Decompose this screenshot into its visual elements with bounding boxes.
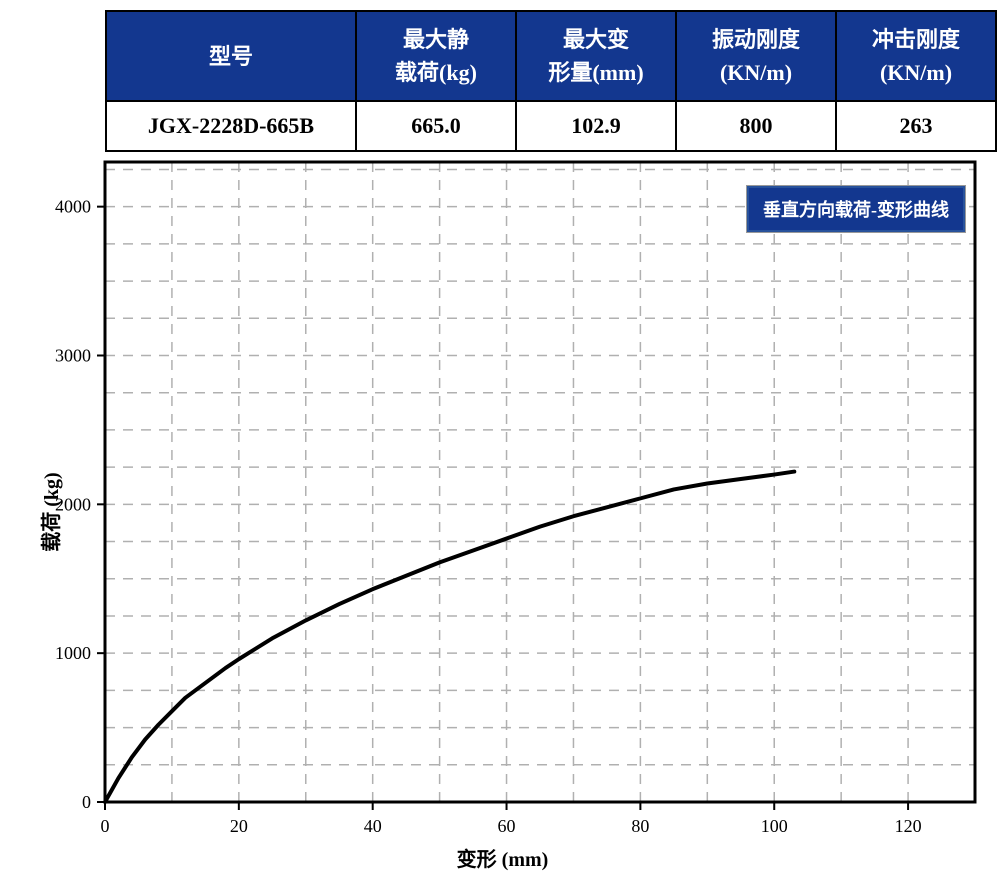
cell-impk: 263 (836, 101, 996, 151)
cell-vibk: 800 (676, 101, 836, 151)
col-maxdef: 最大变形量(mm) (516, 11, 676, 101)
svg-text:120: 120 (895, 816, 922, 836)
svg-text:80: 80 (631, 816, 649, 836)
svg-text:0: 0 (101, 816, 110, 836)
svg-text:20: 20 (230, 816, 248, 836)
table-header-row: 型号 最大静载荷(kg) 最大变形量(mm) 振动刚度(KN/m) 冲击刚度(K… (106, 11, 996, 101)
svg-text:3000: 3000 (55, 345, 91, 365)
svg-text:1000: 1000 (55, 643, 91, 663)
table-row: JGX-2228D-665B 665.0 102.9 800 263 (106, 101, 996, 151)
chart-svg: 02040608010012001000200030004000 (10, 152, 995, 872)
svg-text:4000: 4000 (55, 197, 91, 217)
y-axis-label: 载荷 (kg) (35, 472, 64, 551)
x-axis-label: 变形 (mm) (457, 843, 549, 872)
col-model: 型号 (106, 11, 356, 101)
cell-model: JGX-2228D-665B (106, 101, 356, 151)
svg-text:0: 0 (82, 792, 91, 812)
col-maxload: 最大静载荷(kg) (356, 11, 516, 101)
col-impk: 冲击刚度(KN/m) (836, 11, 996, 101)
chart-legend: 垂直方向载荷-变形曲线 (747, 186, 965, 232)
chart-container: 02040608010012001000200030004000 载荷 (kg)… (10, 152, 995, 872)
svg-text:60: 60 (498, 816, 516, 836)
spec-table: 型号 最大静载荷(kg) 最大变形量(mm) 振动刚度(KN/m) 冲击刚度(K… (105, 10, 997, 152)
col-vibk: 振动刚度(KN/m) (676, 11, 836, 101)
svg-text:40: 40 (364, 816, 382, 836)
cell-maxload: 665.0 (356, 101, 516, 151)
svg-text:100: 100 (761, 816, 788, 836)
cell-maxdef: 102.9 (516, 101, 676, 151)
